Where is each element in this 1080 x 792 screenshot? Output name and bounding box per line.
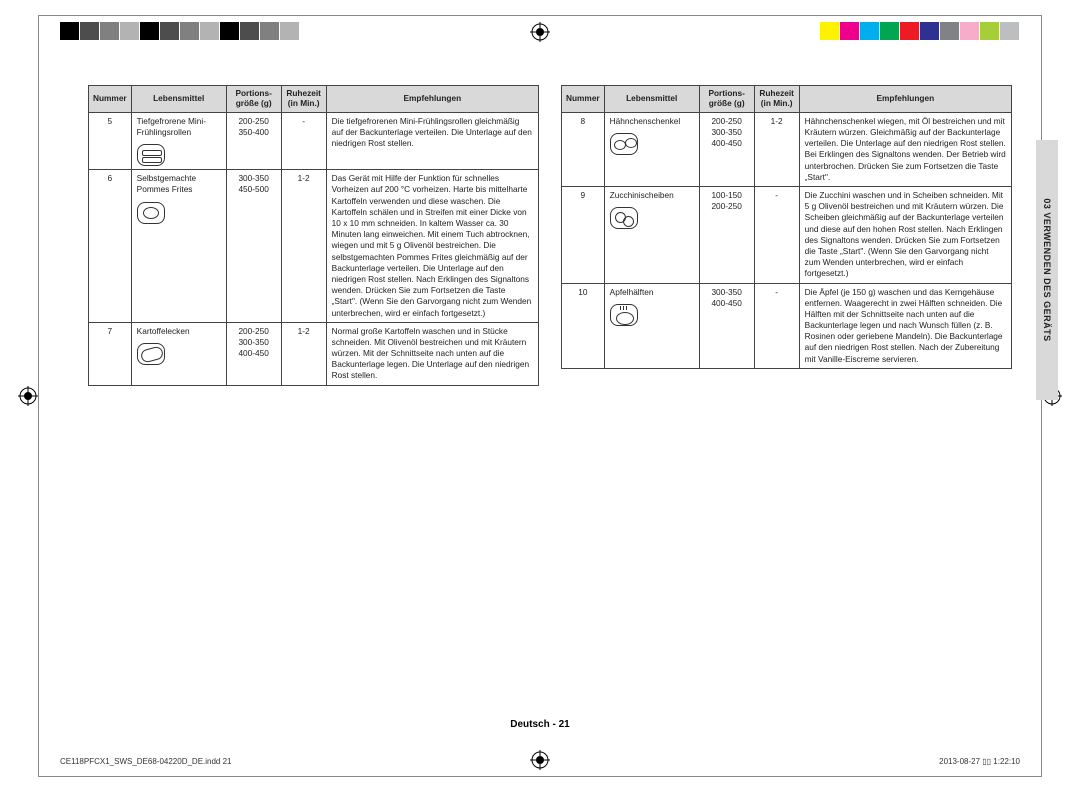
food-label: Tiefgefrorene Mini-Frühlingsrollen — [137, 116, 206, 137]
zucchini-slices-icon — [610, 207, 638, 229]
color-swatch — [900, 22, 919, 40]
food-label: Selbstgemachte Pommes Frites — [137, 173, 197, 194]
col-food: Lebensmittel — [604, 86, 699, 113]
cell-recommendation: Die Zucchini waschen und in Scheiben sch… — [799, 187, 1011, 284]
cell-food: Selbstgemachte Pommes Frites — [131, 170, 226, 322]
cell-number: 8 — [562, 112, 605, 186]
cell-rest: - — [754, 283, 799, 368]
cell-food: Apfelhälften — [604, 283, 699, 368]
col-rest: Ruhezeit(in Min.) — [281, 86, 326, 113]
table-header: Nummer Lebensmittel Portions-größe (g) R… — [562, 86, 1012, 113]
color-swatch — [200, 22, 219, 40]
food-label: Kartoffelecken — [137, 326, 190, 336]
cell-portion: 200-250300-350400-450 — [226, 322, 281, 385]
color-swatch — [820, 22, 839, 40]
color-swatch — [260, 22, 279, 40]
color-swatch — [240, 22, 259, 40]
indd-timestamp: 2013-08-27 ▯▯ 1:22:10 — [939, 757, 1020, 766]
cell-number: 10 — [562, 283, 605, 368]
cell-portion: 100-150200-250 — [699, 187, 754, 284]
section-side-tab: 03 VERWENDEN DES GERÄTS — [1036, 140, 1058, 400]
cell-food: Zucchinischeiben — [604, 187, 699, 284]
cell-portion: 300-350450-500 — [226, 170, 281, 322]
content-area: Nummer Lebensmittel Portions-größe (g) R… — [88, 85, 1012, 712]
table-row: 6Selbstgemachte Pommes Frites 300-350450-… — [89, 170, 539, 322]
registration-mark-bottom — [530, 750, 550, 770]
col-rest: Ruhezeit(in Min.) — [754, 86, 799, 113]
potato-wedges-icon — [137, 343, 165, 365]
fries-icon — [137, 202, 165, 224]
color-swatch — [960, 22, 979, 40]
cell-recommendation: Das Gerät mit Hilfe der Funktion für sch… — [326, 170, 538, 322]
food-label: Hähnchenschenkel — [610, 116, 681, 126]
col-rec: Empfehlungen — [326, 86, 538, 113]
cell-number: 5 — [89, 112, 132, 169]
color-swatch — [140, 22, 159, 40]
cell-portion: 200-250300-350400-450 — [699, 112, 754, 186]
col-number: Nummer — [89, 86, 132, 113]
col-number: Nummer — [562, 86, 605, 113]
color-swatch — [980, 22, 999, 40]
apple-halves-icon — [610, 304, 638, 326]
cell-rest: - — [281, 112, 326, 169]
color-swatch — [160, 22, 179, 40]
cell-rest: 1-2 — [754, 112, 799, 186]
col-food: Lebensmittel — [131, 86, 226, 113]
color-swatch — [880, 22, 899, 40]
cell-rest: - — [754, 187, 799, 284]
color-swatch — [840, 22, 859, 40]
table-row: 5Tiefgefrorene Mini-Frühlingsrollen 200-2… — [89, 112, 539, 169]
cell-food: Hähnchenschenkel — [604, 112, 699, 186]
cell-food: Tiefgefrorene Mini-Frühlingsrollen — [131, 112, 226, 169]
food-label: Zucchinischeiben — [610, 190, 674, 200]
cooking-table-right: Nummer Lebensmittel Portions-größe (g) R… — [561, 85, 1012, 369]
color-swatch — [180, 22, 199, 40]
color-swatch — [220, 22, 239, 40]
col-rec: Empfehlungen — [799, 86, 1011, 113]
cell-recommendation: Die Äpfel (je 150 g) waschen und das Ker… — [799, 283, 1011, 368]
indd-filename: CE118PFCX1_SWS_DE68-04220D_DE.indd 21 — [60, 757, 232, 766]
food-label: Apfelhälften — [610, 287, 654, 297]
cell-rest: 1-2 — [281, 322, 326, 385]
table-row: 9 Zucchinischeiben 100-150200-250-Die Zucc… — [562, 187, 1012, 284]
color-swatch — [100, 22, 119, 40]
cell-recommendation: Die tiefgefrorenen Mini-Frühlingsrollen … — [326, 112, 538, 169]
cell-food: Kartoffelecken — [131, 322, 226, 385]
left-column: Nummer Lebensmittel Portions-größe (g) R… — [88, 85, 539, 712]
spring-rolls-icon — [137, 144, 165, 166]
cell-number: 6 — [89, 170, 132, 322]
table-header: Nummer Lebensmittel Portions-größe (g) R… — [89, 86, 539, 113]
registration-mark-top — [530, 22, 550, 42]
color-swatch — [860, 22, 879, 40]
cell-portion: 300-350400-450 — [699, 283, 754, 368]
table-row: 10 Apfelhälften 300-350400-450-Die Äpfel (… — [562, 283, 1012, 368]
cooking-table-left: Nummer Lebensmittel Portions-größe (g) R… — [88, 85, 539, 386]
chicken-legs-icon — [610, 133, 638, 155]
color-swatch — [60, 22, 79, 40]
cell-number: 9 — [562, 187, 605, 284]
cell-recommendation: Normal große Kartoffeln waschen und in S… — [326, 322, 538, 385]
page-footer: Deutsch - 21 — [0, 719, 1080, 730]
cell-recommendation: Hähnchenschenkel wiegen, mit Öl bestreic… — [799, 112, 1011, 186]
color-swatch — [120, 22, 139, 40]
cell-portion: 200-250350-400 — [226, 112, 281, 169]
color-swatch — [80, 22, 99, 40]
color-swatch — [1000, 22, 1019, 40]
color-swatch — [280, 22, 299, 40]
print-color-bar-left — [60, 22, 300, 40]
color-swatch — [920, 22, 939, 40]
print-color-bar-right — [820, 22, 1020, 40]
cell-rest: 1-2 — [281, 170, 326, 322]
col-portion: Portions-größe (g) — [699, 86, 754, 113]
section-side-tab-text: 03 VERWENDEN DES GERÄTS — [1042, 198, 1052, 341]
table-row: 7 Kartoffelecken 200-250300-350400-4501-2N… — [89, 322, 539, 385]
col-portion: Portions-größe (g) — [226, 86, 281, 113]
registration-mark-left — [18, 386, 38, 406]
color-swatch — [940, 22, 959, 40]
table-row: 8 Hähnchenschenkel 200-250300-350400-4501-… — [562, 112, 1012, 186]
right-column: Nummer Lebensmittel Portions-größe (g) R… — [561, 85, 1012, 712]
cell-number: 7 — [89, 322, 132, 385]
